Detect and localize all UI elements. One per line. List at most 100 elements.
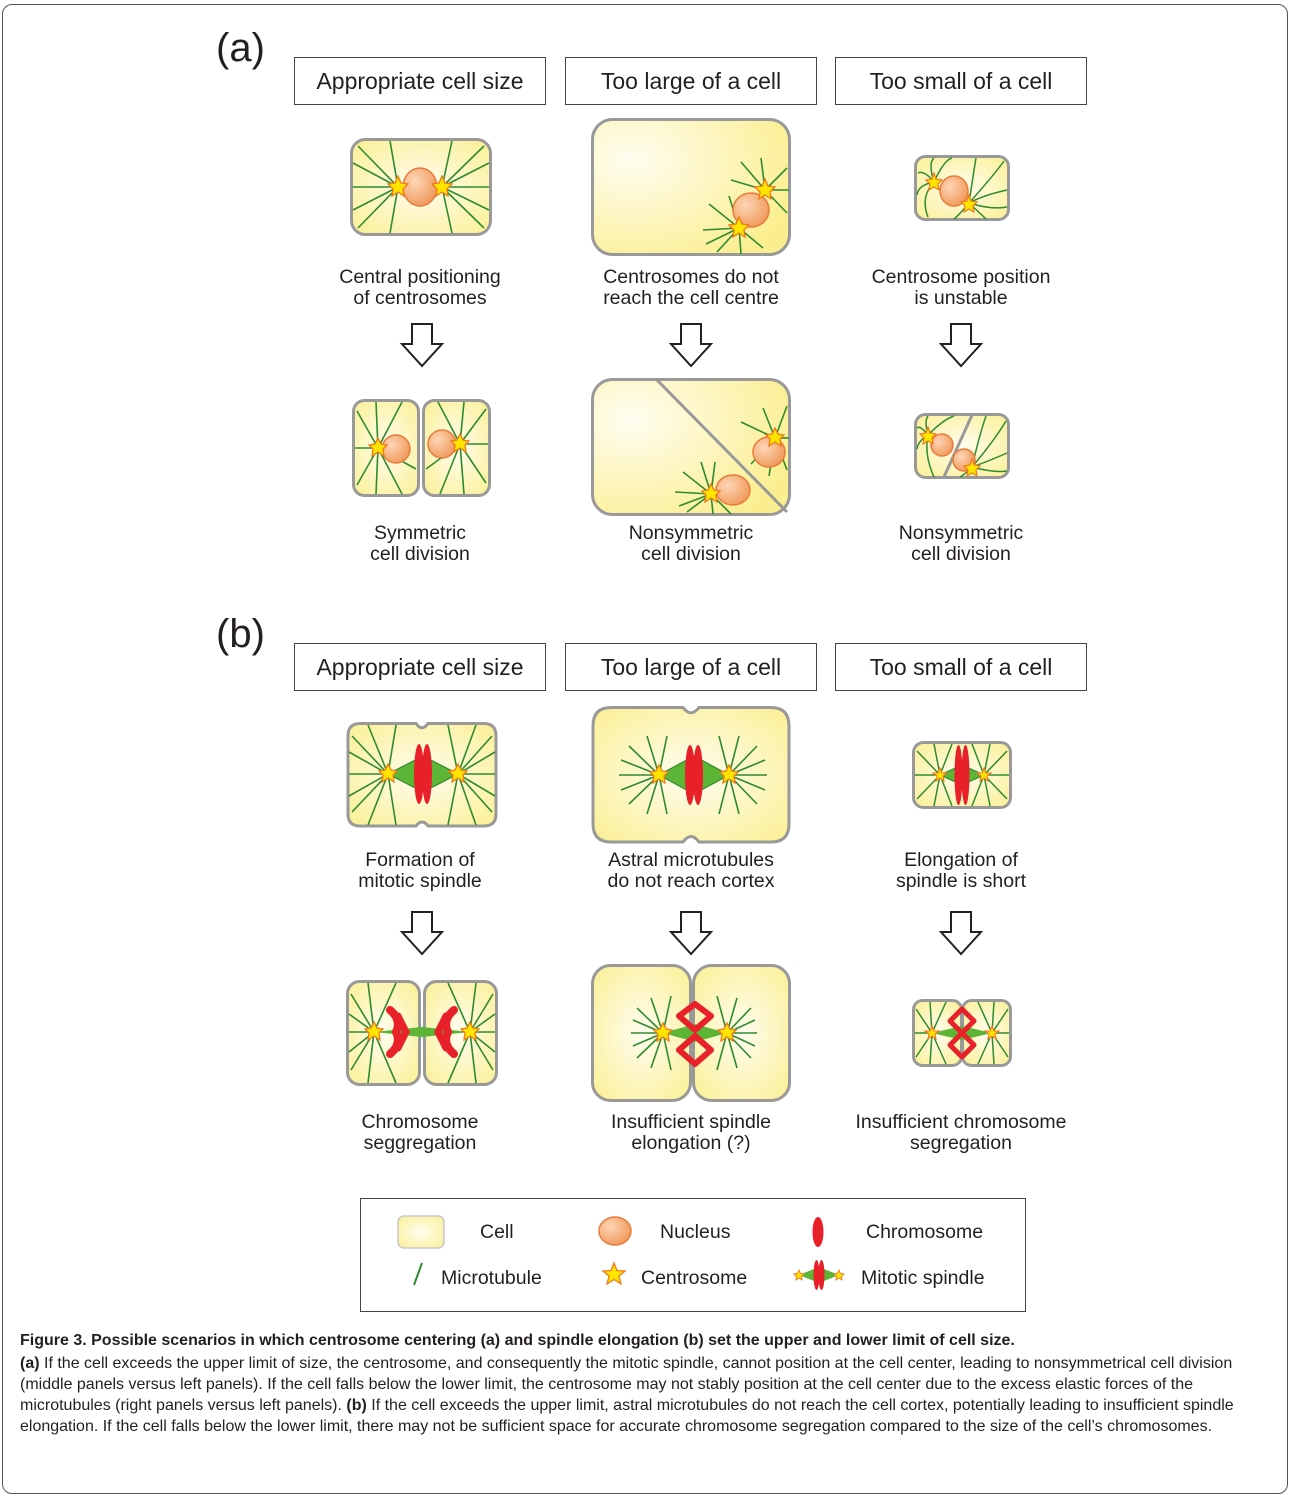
header-b-too-small: Too small of a cell [835, 643, 1087, 691]
nucleus [939, 175, 969, 207]
chromosome [422, 744, 432, 804]
cell-b-too-small-segregation [912, 999, 1012, 1067]
centrosome-star-icon [377, 762, 399, 784]
centrosome-star-icon [652, 1021, 674, 1043]
centrosome-star-icon [918, 425, 938, 446]
caption-b-appropriate-2: Chromosome seggregation [361, 1111, 479, 1154]
centrosome-star-icon [975, 766, 993, 783]
caption-a-small-1: Centrosome position is unstable [871, 266, 1051, 309]
down-arrow-icon [668, 911, 714, 956]
centrosome-star-icon [700, 482, 722, 504]
nucleus [715, 474, 751, 506]
division-plane [942, 414, 974, 478]
centrosome-star-icon [727, 215, 751, 239]
centrosome-star-icon [931, 766, 949, 783]
centrosome-star-icon [386, 174, 410, 198]
legend-centrosome-label: Centrosome [641, 1267, 748, 1289]
caption-b-small-1: Elongation of spindle is short [895, 849, 1027, 892]
centrosome-star-icon [447, 762, 469, 784]
chromosome [954, 745, 963, 805]
nucleus [427, 429, 457, 459]
cell-a-too-small [914, 155, 1010, 221]
caption-b-label: (b) [346, 1397, 367, 1414]
caption-a-appropriate-1: Central positioning of centrosomes [339, 266, 501, 309]
cell-legend-icon [397, 1215, 445, 1249]
chromosome-legend-icon [812, 1217, 824, 1247]
caption-b-large-1: Astral microtubules do not reach cortex [607, 849, 775, 892]
nucleus [402, 167, 438, 207]
panel-label-b: (b) [216, 612, 265, 656]
spindle [408, 1028, 436, 1036]
legend-microtubule-label: Microtubule [441, 1267, 542, 1289]
cell-a-too-small-divided [914, 413, 1010, 479]
centrosome-star-icon [459, 1020, 481, 1042]
chromosome [961, 745, 970, 805]
down-arrow-icon [668, 323, 714, 368]
centrosome-star-icon [716, 1021, 738, 1043]
chromosome [394, 1012, 410, 1052]
centrosome-star-icon [764, 426, 786, 448]
down-arrow-icon [938, 323, 984, 368]
legend-cell-label: Cell [480, 1221, 514, 1243]
centrosome-star-icon [648, 763, 670, 785]
centrosome-star-icon [923, 1024, 941, 1041]
legend-nucleus-label: Nucleus [660, 1221, 731, 1243]
caption-b-appropriate-1: Formation of mitotic spindle [358, 849, 482, 892]
chromosome [947, 1030, 977, 1060]
cell-b-too-small-spindle [912, 741, 1012, 809]
centrosome-legend-icon [601, 1261, 627, 1286]
cell-a-too-large-divided [591, 378, 791, 516]
chromosome [414, 744, 424, 804]
figure-caption-title: Figure 3. Possible scenarios in which ce… [20, 1332, 1015, 1349]
down-arrow-icon [399, 323, 445, 368]
header-a-appropriate: Appropriate cell size [294, 57, 546, 105]
panel-label-a: (a) [216, 26, 265, 70]
caption-a-large-2: Nonsymmetric cell division [628, 522, 754, 565]
legend-chromosome-label: Chromosome [866, 1221, 984, 1243]
cell-a-appropriate [350, 138, 492, 236]
caption-b-text: If the cell exceeds the upper limit, ast… [20, 1397, 1234, 1435]
cell-a-too-large [591, 118, 791, 256]
microtubule-legend-icon [413, 1262, 423, 1286]
chromosome [676, 1001, 714, 1033]
header-b-too-large: Too large of a cell [565, 643, 817, 691]
cell-a-appropriate-divided [352, 399, 491, 497]
centrosome-star-icon [430, 174, 454, 198]
nucleus-legend-icon [598, 1216, 632, 1246]
caption-b-small-2: Insufficient chromosome segregation [855, 1111, 1067, 1154]
caption-a-label: (a) [20, 1355, 40, 1372]
centrosome-star-icon [983, 1024, 1001, 1041]
caption-a-large-1: Centrosomes do not reach the cell centre [603, 266, 779, 309]
mitotic-spindle-legend-icon [793, 1260, 845, 1290]
nucleus [381, 434, 411, 464]
caption-a-appropriate-2: Symmetric cell division [370, 522, 470, 565]
header-b-appropriate: Appropriate cell size [294, 643, 546, 691]
nucleus [732, 192, 770, 228]
chromosome [676, 1033, 714, 1067]
cell-b-appropriate-segregation [346, 980, 498, 1086]
down-arrow-icon [938, 911, 984, 956]
legend: Cell Nucleus Chromosome Microtubule Cent… [360, 1198, 1026, 1312]
centrosome-star-icon [962, 457, 982, 478]
figure-frame [2, 4, 1288, 1494]
chromosome [685, 745, 695, 805]
chromosome [434, 1012, 450, 1052]
cell-b-too-large-spindle [591, 706, 791, 844]
legend-mitotic-spindle-label: Mitotic spindle [861, 1267, 985, 1289]
caption-b-large-2: Insufficient spindle elongation (?) [610, 1111, 772, 1154]
cell-b-too-large-segregation [591, 964, 791, 1102]
centrosome-star-icon [753, 177, 777, 201]
caption-a-small-2: Nonsymmetric cell division [898, 522, 1024, 565]
caption-a-text: If the cell exceeds the upper limit of s… [20, 1355, 1233, 1414]
centrosome-star-icon [718, 763, 740, 785]
centrosome-star-icon [924, 171, 944, 192]
cell-b-appropriate-spindle [346, 722, 498, 828]
division-plane [655, 378, 789, 514]
figure-caption: Figure 3. Possible scenarios in which ce… [20, 1330, 1270, 1437]
chromosome [693, 745, 703, 805]
centrosome-star-icon [449, 432, 471, 454]
centrosome-star-icon [959, 193, 979, 214]
header-a-too-small: Too small of a cell [835, 57, 1087, 105]
centrosome-star-icon [363, 1020, 385, 1042]
nucleus [930, 433, 954, 457]
